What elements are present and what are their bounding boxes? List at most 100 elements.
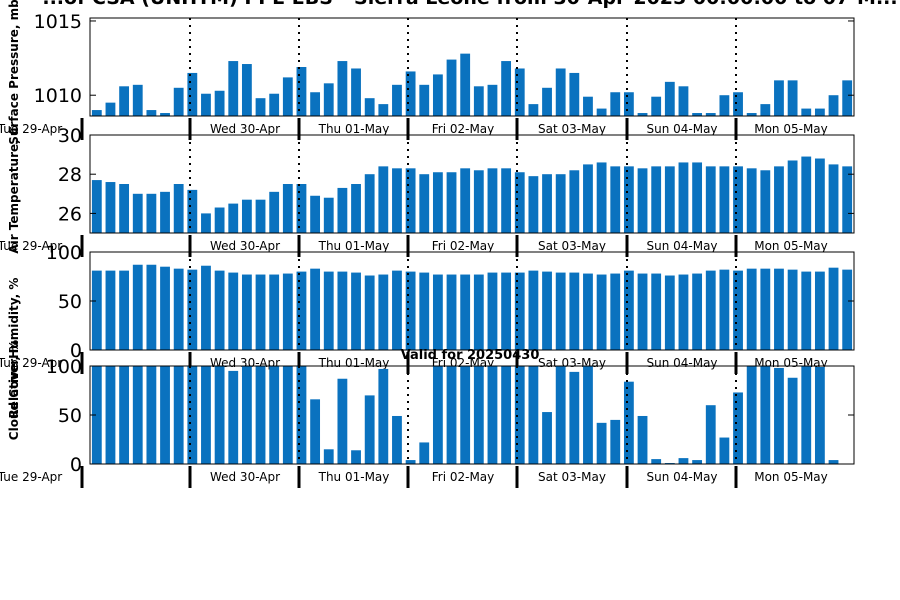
bar-p1-9: [214, 90, 225, 116]
bar-p3-34: [555, 272, 566, 350]
bar-p2-48: [746, 168, 757, 233]
xtick-label-p4-0: Tue 29-Apr: [0, 470, 62, 484]
xtick-label-p2-0: Tue 29-Apr: [0, 239, 62, 253]
ylabel-p3: Relative Humidity, %: [7, 278, 21, 419]
bar-p3-45: [705, 270, 716, 350]
bar-p4-37: [596, 422, 607, 464]
bar-p1-48: [746, 113, 757, 116]
bar-p2-53: [814, 158, 825, 233]
bar-p4-46: [719, 437, 730, 464]
bar-p2-0: [91, 180, 102, 233]
bar-p3-6: [173, 268, 184, 350]
bar-p1-28: [473, 86, 484, 116]
ytick-label-p2-0: 26: [58, 203, 82, 225]
bar-p3-19: [351, 272, 361, 350]
bar-p2-18: [337, 187, 348, 233]
bar-p2-1: [105, 182, 116, 233]
bar-p2-52: [801, 156, 812, 233]
bar-p1-40: [637, 113, 648, 116]
bar-p1-34: [555, 68, 566, 116]
bar-p4-54: [828, 460, 839, 464]
bar-p2-54: [828, 164, 839, 233]
bar-p3-2: [119, 270, 130, 350]
bar-p4-11: [241, 366, 252, 464]
bar-p3-31: [514, 272, 525, 350]
bar-p1-46: [719, 95, 730, 116]
bar-p3-53: [814, 271, 825, 350]
bar-p1-26: [446, 59, 457, 116]
bar-p4-53: [814, 366, 825, 464]
bar-p1-14: [282, 77, 293, 116]
bar-p3-4: [146, 264, 157, 350]
bar-p2-33: [542, 174, 552, 233]
bar-p3-54: [828, 267, 839, 350]
bar-p1-43: [678, 86, 689, 116]
bar-p3-12: [255, 274, 266, 350]
bar-p2-49: [760, 170, 771, 233]
bar-p3-50: [774, 268, 784, 350]
bar-p4-2: [119, 366, 130, 464]
ytick-label-p2-2: 30: [58, 125, 82, 147]
xtick-label-p1-4: Sat 03-May: [538, 122, 606, 136]
chart-title: ...of CSA (UNHTM) PPE EBS - Sierra Leone…: [42, 0, 897, 9]
bar-p1-29: [487, 84, 498, 116]
bar-p2-9: [214, 207, 225, 233]
ytick-label-p4-0: 0: [70, 454, 82, 476]
bar-p3-30: [501, 272, 512, 350]
bar-p3-21: [378, 274, 389, 350]
xtick-label-p3-5: Sun 04-May: [646, 356, 717, 370]
bar-p2-22: [392, 168, 402, 233]
xtick-label-p2-2: Thu 01-May: [318, 239, 390, 253]
bar-p3-27: [460, 274, 471, 350]
bar-p4-32: [528, 366, 539, 464]
bar-p2-23: [405, 168, 416, 233]
bar-p1-10: [228, 61, 239, 116]
bar-p1-50: [774, 80, 784, 116]
bar-p4-12: [255, 366, 266, 464]
bar-p1-32: [528, 104, 539, 116]
bar-p3-15: [296, 271, 307, 350]
bar-p1-1: [105, 102, 116, 116]
bar-p4-26: [446, 366, 457, 464]
ytick-label-p3-2: 100: [46, 242, 82, 264]
bar-p1-4: [146, 110, 157, 116]
bar-p4-31: [514, 366, 525, 464]
bar-p2-11: [241, 199, 252, 233]
bar-p4-10: [228, 370, 239, 464]
bar-p1-11: [241, 64, 252, 116]
plot-frame-1: [89, 17, 855, 117]
plot-frame-2: [89, 134, 855, 234]
ylabel-p1: Surface Pressure, mb: [7, 0, 21, 145]
bar-p3-25: [432, 274, 443, 350]
bar-p3-40: [637, 273, 648, 350]
bar-p4-5: [160, 366, 170, 464]
bar-p4-13: [269, 366, 280, 464]
bar-p1-38: [610, 92, 621, 116]
bar-p3-39: [623, 270, 634, 350]
bar-p2-35: [569, 170, 580, 233]
xtick-label-p1-0: Tue 29-Apr: [0, 122, 62, 136]
xtick-label-p1-1: Wed 30-Apr: [210, 122, 280, 136]
ytick-label-p4-2: 100: [46, 356, 82, 378]
bar-p1-20: [364, 98, 375, 116]
bar-p1-45: [705, 113, 716, 116]
bar-p4-49: [760, 366, 771, 464]
bar-p1-27: [460, 53, 471, 116]
bar-p1-53: [814, 108, 825, 116]
bar-p4-20: [364, 395, 375, 464]
bar-p2-38: [610, 166, 621, 233]
bar-p4-24: [419, 442, 430, 464]
xtick-label-p3-2: Thu 01-May: [318, 356, 390, 370]
bar-p4-22: [392, 415, 402, 464]
bar-p1-33: [542, 87, 552, 116]
bar-p3-41: [651, 273, 662, 350]
bar-p3-18: [337, 271, 348, 350]
bar-p1-47: [733, 92, 743, 116]
bar-p1-21: [378, 104, 389, 116]
bar-p3-26: [446, 274, 457, 350]
bar-p1-25: [432, 74, 443, 116]
bar-p1-13: [269, 93, 280, 116]
bar-p4-15: [296, 366, 307, 464]
bar-p1-55: [842, 80, 853, 116]
bar-p3-9: [214, 270, 225, 350]
